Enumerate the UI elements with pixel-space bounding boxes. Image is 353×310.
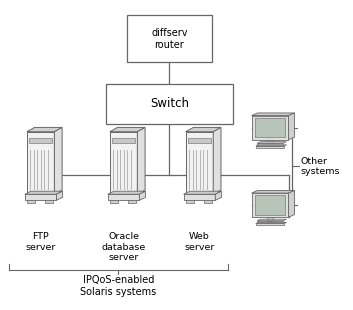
Bar — [204, 200, 212, 203]
Text: Other
systems: Other systems — [300, 157, 340, 176]
Bar — [27, 132, 54, 194]
Polygon shape — [257, 219, 287, 221]
Bar — [186, 132, 213, 194]
Polygon shape — [215, 191, 221, 200]
Polygon shape — [288, 190, 294, 217]
Bar — [186, 200, 194, 203]
Bar — [184, 194, 215, 200]
Text: Switch: Switch — [150, 97, 189, 110]
Bar — [252, 116, 288, 140]
Polygon shape — [186, 127, 221, 132]
Polygon shape — [288, 113, 294, 140]
Polygon shape — [56, 191, 62, 200]
Polygon shape — [110, 127, 145, 132]
Bar — [128, 200, 136, 203]
Text: FTP
server: FTP server — [25, 232, 56, 252]
Bar — [257, 143, 283, 146]
Polygon shape — [256, 145, 287, 146]
Bar — [45, 200, 53, 203]
Bar — [255, 195, 285, 215]
Bar — [267, 140, 273, 143]
Bar — [257, 221, 283, 223]
Bar — [256, 146, 284, 148]
Bar — [127, 16, 212, 62]
Polygon shape — [139, 191, 145, 200]
Polygon shape — [252, 190, 294, 193]
Bar — [112, 138, 135, 143]
Bar — [110, 132, 137, 194]
Polygon shape — [257, 142, 287, 143]
Bar — [267, 217, 273, 221]
Bar — [255, 118, 285, 137]
Text: IPQoS-enabled
Solaris systems: IPQoS-enabled Solaris systems — [80, 275, 156, 297]
Text: Web
server: Web server — [184, 232, 215, 252]
Bar — [188, 138, 211, 143]
Bar — [27, 200, 35, 203]
Polygon shape — [184, 191, 221, 194]
Polygon shape — [213, 127, 221, 194]
Polygon shape — [54, 127, 62, 194]
Text: Oracle
database
server: Oracle database server — [101, 232, 146, 262]
Polygon shape — [25, 191, 62, 194]
Polygon shape — [27, 127, 62, 132]
Polygon shape — [137, 127, 145, 194]
Bar — [110, 200, 118, 203]
Bar — [25, 194, 56, 200]
Text: diffserv
router: diffserv router — [151, 28, 188, 50]
Polygon shape — [256, 222, 287, 224]
Bar — [256, 224, 284, 225]
Polygon shape — [252, 113, 294, 116]
Bar — [108, 194, 139, 200]
Bar — [106, 84, 233, 124]
Bar — [29, 138, 52, 143]
Bar — [252, 193, 288, 217]
Polygon shape — [108, 191, 145, 194]
